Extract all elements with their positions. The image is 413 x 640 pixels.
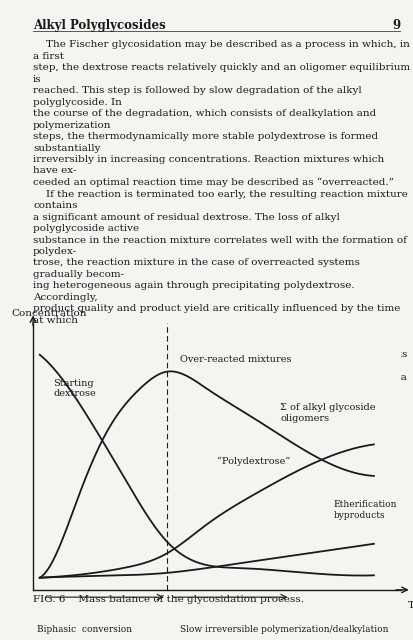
- Text: Concentration: Concentration: [11, 309, 86, 318]
- Text: Over-reacted mixtures: Over-reacted mixtures: [180, 355, 292, 364]
- Text: Time: Time: [408, 600, 413, 609]
- Text: Σ of alkyl glycoside
oligomers: Σ of alkyl glycoside oligomers: [280, 403, 376, 422]
- Text: The Fischer glycosidation may be described as a process in which, in a first
ste: The Fischer glycosidation may be describ…: [33, 40, 410, 486]
- Text: Etherification
byproducts: Etherification byproducts: [334, 500, 397, 520]
- Text: FIG. 6    Mass balance of the glycosidation process.: FIG. 6 Mass balance of the glycosidation…: [33, 595, 304, 604]
- Text: Alkyl Polyglycosides: Alkyl Polyglycosides: [33, 19, 166, 32]
- Text: 9: 9: [392, 19, 401, 32]
- Text: Slow irreversible polymerization/dealkylation: Slow irreversible polymerization/dealkyl…: [180, 625, 389, 634]
- Text: Biphasic  conversion: Biphasic conversion: [37, 625, 132, 634]
- Text: Starting
dextrose: Starting dextrose: [53, 379, 96, 398]
- Text: “Polydextrose”: “Polydextrose”: [217, 457, 290, 466]
